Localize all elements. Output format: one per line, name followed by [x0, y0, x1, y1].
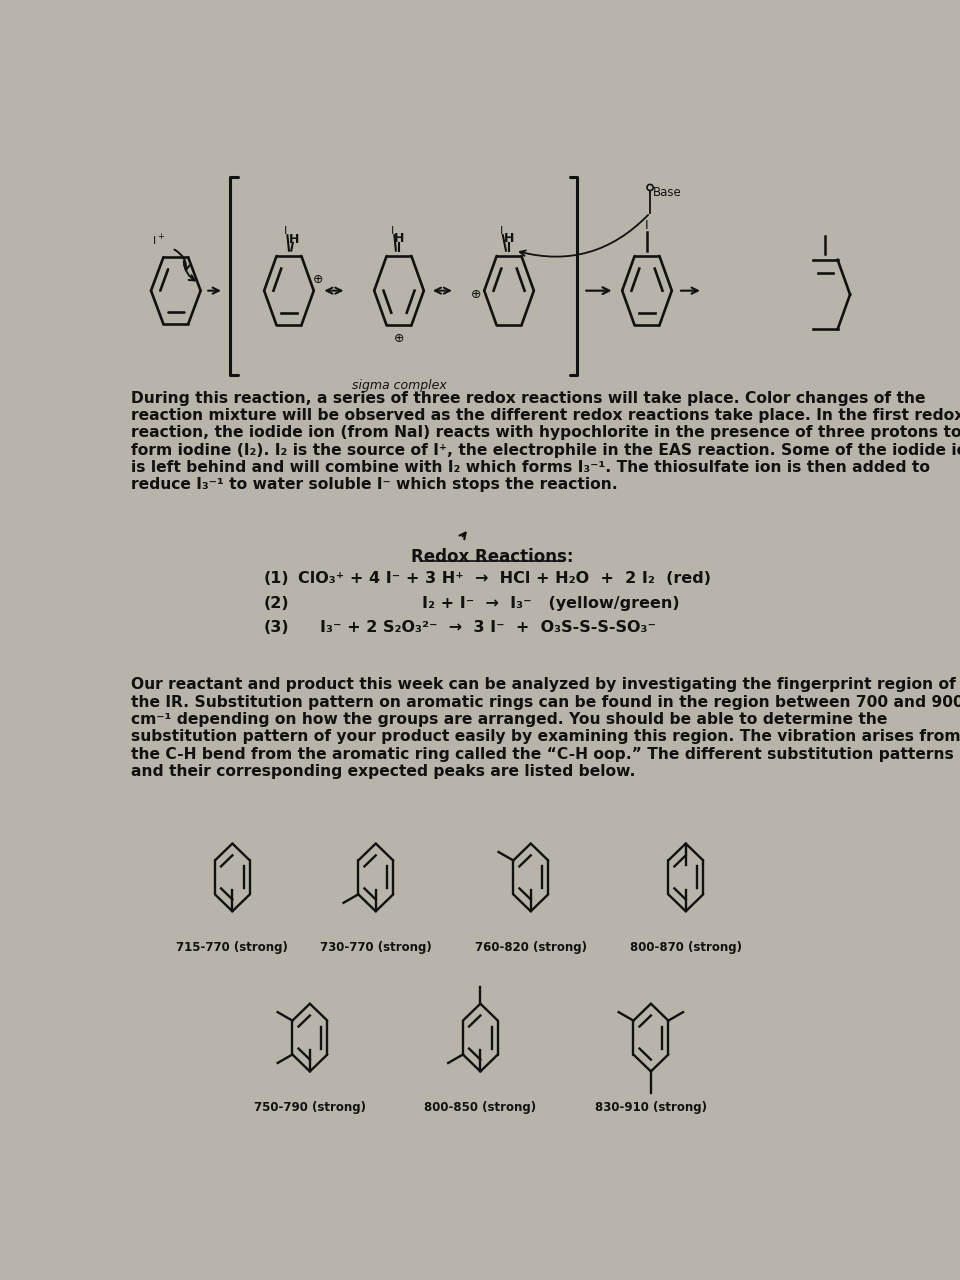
Text: H: H: [504, 232, 515, 244]
Text: reaction mixture will be observed as the different redox reactions take place. I: reaction mixture will be observed as the…: [131, 408, 960, 424]
Text: ⊕: ⊕: [471, 288, 482, 301]
Text: sigma complex: sigma complex: [351, 379, 446, 392]
Text: ClO₃⁺ + 4 I⁻ + 3 H⁺  →  HCl + H₂O  +  2 I₂  (red): ClO₃⁺ + 4 I⁻ + 3 H⁺ → HCl + H₂O + 2 I₂ (…: [299, 571, 711, 586]
Text: (1): (1): [263, 571, 289, 586]
Text: 800-850 (strong): 800-850 (strong): [424, 1101, 537, 1114]
Text: the C-H bend from the aromatic ring called the “C-H oop.” The different substitu: the C-H bend from the aromatic ring call…: [131, 746, 953, 762]
Text: Redox Reactions:: Redox Reactions:: [411, 548, 573, 566]
Text: 750-790 (strong): 750-790 (strong): [253, 1101, 366, 1114]
Text: I: I: [391, 225, 395, 236]
Text: is left behind and will combine with I₂ which forms I₃⁻¹. The thiosulfate ion is: is left behind and will combine with I₂ …: [131, 460, 930, 475]
Text: 830-910 (strong): 830-910 (strong): [595, 1101, 707, 1114]
Text: reduce I₃⁻¹ to water soluble I⁻ which stops the reaction.: reduce I₃⁻¹ to water soluble I⁻ which st…: [131, 477, 617, 493]
Text: ⊕: ⊕: [394, 332, 404, 344]
Text: 715-770 (strong): 715-770 (strong): [177, 941, 288, 954]
Text: the IR. Substitution pattern on aromatic rings can be found in the region betwee: the IR. Substitution pattern on aromatic…: [131, 695, 960, 709]
Text: +: +: [156, 232, 164, 241]
Text: H: H: [288, 233, 299, 246]
Text: (3): (3): [263, 621, 289, 635]
Text: 760-820 (strong): 760-820 (strong): [475, 941, 587, 954]
Text: 730-770 (strong): 730-770 (strong): [320, 941, 432, 954]
Text: During this reaction, a series of three redox reactions will take place. Color c: During this reaction, a series of three …: [131, 390, 925, 406]
Text: cm⁻¹ depending on how the groups are arranged. You should be able to determine t: cm⁻¹ depending on how the groups are arr…: [131, 712, 887, 727]
Text: H: H: [394, 232, 404, 244]
Text: Base: Base: [653, 186, 682, 198]
Text: I₃⁻ + 2 S₂O₃²⁻  →  3 I⁻  +  O₃S-S-S-SO₃⁻: I₃⁻ + 2 S₂O₃²⁻ → 3 I⁻ + O₃S-S-S-SO₃⁻: [320, 621, 656, 635]
Text: ⊕: ⊕: [313, 273, 324, 285]
Text: I: I: [645, 219, 649, 233]
Text: and their corresponding expected peaks are listed below.: and their corresponding expected peaks a…: [131, 764, 636, 778]
Text: (2): (2): [263, 595, 289, 611]
Text: I: I: [153, 236, 156, 246]
Text: form iodine (I₂). I₂ is the source of I⁺, the electrophile in the EAS reaction. : form iodine (I₂). I₂ is the source of I⁺…: [131, 443, 960, 458]
Text: I: I: [499, 225, 503, 236]
Text: substitution pattern of your product easily by examining this region. The vibrat: substitution pattern of your product eas…: [131, 730, 960, 744]
Text: 800-870 (strong): 800-870 (strong): [630, 941, 742, 954]
Text: I₂ + I⁻  →  I₃⁻   (yellow/green): I₂ + I⁻ → I₃⁻ (yellow/green): [422, 595, 680, 611]
Text: Our reactant and product this week can be analyzed by investigating the fingerpr: Our reactant and product this week can b…: [131, 677, 956, 692]
Text: reaction, the iodide ion (from NaI) reacts with hypochlorite in the presence of : reaction, the iodide ion (from NaI) reac…: [131, 425, 960, 440]
Text: I: I: [284, 225, 287, 236]
